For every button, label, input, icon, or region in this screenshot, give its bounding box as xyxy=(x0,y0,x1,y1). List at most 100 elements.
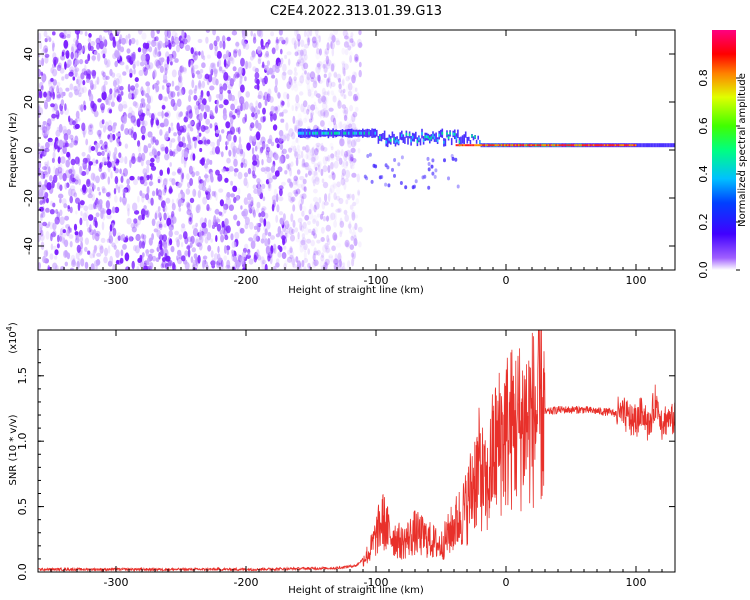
top-y-axis-label: Frequency (Hz) xyxy=(8,112,19,188)
heatmap-cell xyxy=(312,214,318,223)
heatmap-cell xyxy=(339,258,342,267)
heatmap-cell xyxy=(169,177,174,182)
snr-line xyxy=(38,330,675,572)
heatmap-cell xyxy=(184,250,189,257)
heatmap-cell xyxy=(138,106,143,115)
heatmap-cell xyxy=(42,221,47,227)
heatmap-cell xyxy=(329,153,335,161)
heatmap-cell xyxy=(300,180,304,190)
heatmap-cell xyxy=(330,63,335,73)
heatmap-cell xyxy=(42,166,48,171)
heatmap-cell xyxy=(102,35,106,43)
heatmap-cell xyxy=(125,64,129,70)
heatmap-cell xyxy=(73,73,80,78)
heatmap-cell xyxy=(363,131,366,135)
heatmap-cell xyxy=(226,36,231,42)
heatmap-cell xyxy=(289,254,294,260)
heatmap-cell xyxy=(49,86,54,93)
heatmap-cell xyxy=(305,76,311,85)
heatmap-cell xyxy=(622,144,625,147)
heatmap-cell xyxy=(56,91,61,100)
heatmap-cell xyxy=(281,253,287,259)
heatmap-cell xyxy=(319,110,323,119)
heatmap-cell xyxy=(99,245,104,254)
heatmap-cell xyxy=(330,146,334,151)
heatmap-cell xyxy=(296,144,300,151)
heatmap-cell xyxy=(327,165,331,173)
heatmap-cell xyxy=(438,133,440,137)
heatmap-cell xyxy=(227,89,231,94)
heatmap-cell xyxy=(321,265,325,270)
heatmap-cell xyxy=(393,173,396,178)
snr-line-layer xyxy=(38,330,675,572)
heatmap-cell xyxy=(641,143,643,148)
heatmap-cell xyxy=(137,195,140,203)
heatmap-cell xyxy=(213,215,217,223)
heatmap-cell xyxy=(645,143,648,148)
heatmap-cell xyxy=(285,154,290,160)
heatmap-cell xyxy=(301,158,305,168)
heatmap-cell xyxy=(429,137,431,141)
heatmap-cell xyxy=(502,144,504,147)
heatmap-cell xyxy=(245,254,251,259)
heatmap-cell xyxy=(230,233,234,241)
heatmap-cell xyxy=(219,40,223,49)
heatmap-cell xyxy=(165,82,172,88)
heatmap-cell xyxy=(295,157,299,167)
heatmap-cell xyxy=(193,64,199,70)
heatmap-cell xyxy=(224,234,229,241)
heatmap-cell xyxy=(136,266,140,270)
heatmap-cell xyxy=(90,100,95,109)
heatmap-cell xyxy=(348,154,354,162)
heatmap-cell xyxy=(176,255,179,261)
heatmap-cell xyxy=(345,32,349,38)
heatmap-cell xyxy=(119,196,122,203)
heatmap-cell xyxy=(140,53,146,62)
heatmap-cell xyxy=(145,186,150,194)
heatmap-cell xyxy=(75,252,80,260)
heatmap-cell xyxy=(206,231,212,241)
heatmap-cell xyxy=(368,152,372,157)
heatmap-cell xyxy=(175,32,178,39)
heatmap-cell xyxy=(216,50,222,59)
heatmap-cell xyxy=(96,129,102,136)
heatmap-cell xyxy=(257,56,262,61)
heatmap-cell xyxy=(73,37,78,44)
heatmap-cell xyxy=(293,175,299,182)
heatmap-cell xyxy=(201,98,207,106)
heatmap-cell xyxy=(126,48,131,54)
heatmap-cell xyxy=(250,122,255,129)
heatmap-cell xyxy=(132,202,138,212)
heatmap-cell xyxy=(44,38,48,43)
heatmap-cell xyxy=(284,259,288,266)
heatmap-cell xyxy=(205,30,210,33)
heatmap-cell xyxy=(120,37,127,45)
heatmap-cell xyxy=(318,197,322,204)
heatmap-cell xyxy=(300,239,306,246)
heatmap-cell xyxy=(211,146,216,155)
heatmap-cell xyxy=(334,112,339,119)
heatmap-cell xyxy=(44,48,48,53)
heatmap-cell xyxy=(446,132,448,136)
heatmap-cell xyxy=(109,136,113,143)
heatmap-cell xyxy=(231,30,238,36)
heatmap-cell xyxy=(353,234,357,243)
heatmap-cell xyxy=(350,147,356,153)
heatmap-cell xyxy=(371,128,373,138)
heatmap-cell xyxy=(195,222,198,227)
heatmap-cell xyxy=(144,210,149,215)
heatmap-cell xyxy=(308,208,312,215)
heatmap-cell xyxy=(70,51,74,60)
heatmap-cell xyxy=(81,171,87,176)
heatmap-cell xyxy=(158,223,163,228)
heatmap-cell xyxy=(245,60,249,70)
heatmap-cell xyxy=(220,234,225,243)
heatmap-cell xyxy=(343,117,350,122)
heatmap-cell xyxy=(277,226,282,235)
heatmap-cell xyxy=(299,194,303,201)
heatmap-cell xyxy=(327,154,331,162)
heatmap-cell xyxy=(241,210,246,217)
heatmap-cell xyxy=(346,129,348,138)
heatmap-cell xyxy=(297,231,300,240)
